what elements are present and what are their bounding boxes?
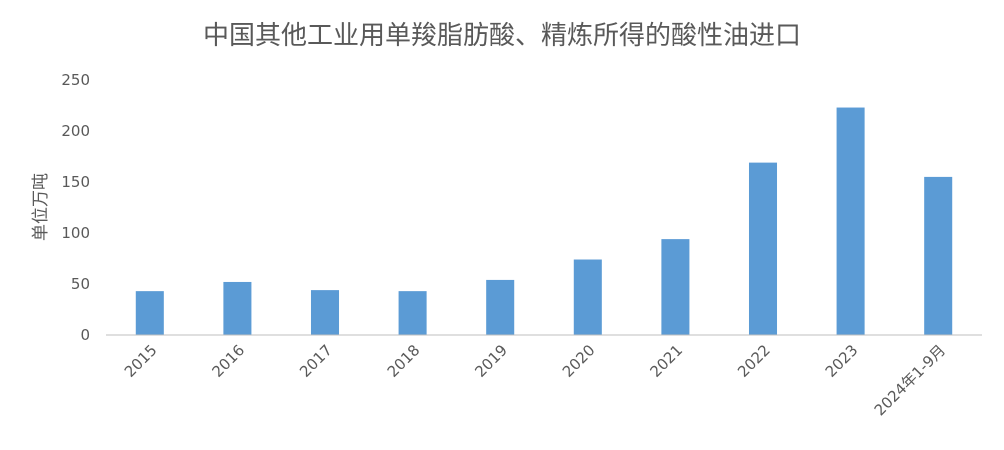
bar-2018 <box>398 291 427 335</box>
x-tick-label: 2023 <box>822 341 862 381</box>
bar-2022 <box>748 162 778 335</box>
y-tick-label: 150 <box>61 173 90 191</box>
bar-2015 <box>135 291 164 335</box>
x-tick-label: 2016 <box>208 341 248 381</box>
bar-2016 <box>223 281 252 335</box>
x-tick-label: 2024年1-9月 <box>871 341 949 419</box>
x-tick-label: 2021 <box>646 341 686 381</box>
x-tick-label: 2022 <box>734 341 774 381</box>
bar-2019 <box>486 279 515 335</box>
y-tick-label: 100 <box>61 224 90 242</box>
y-tick-label: 0 <box>80 326 90 344</box>
bar-2024年1-9月 <box>924 176 953 335</box>
chart-title: 中国其他工业用单羧脂肪酸、精炼所得的酸性油进口 <box>203 21 801 51</box>
bars-group <box>135 107 953 335</box>
y-tick-label: 250 <box>61 71 90 89</box>
bar-2017 <box>310 290 340 335</box>
x-tick-label: 2018 <box>384 341 424 381</box>
x-tick-label: 2020 <box>559 341 599 381</box>
bar-2020 <box>573 259 602 335</box>
y-tick-label: 200 <box>61 122 90 140</box>
y-tick-label: 50 <box>71 275 90 293</box>
x-tick-label: 2019 <box>471 341 511 381</box>
bar-2021 <box>661 239 690 335</box>
y-axis-label: 单位万吨 <box>31 173 51 241</box>
x-tick-label: 2017 <box>296 341 336 381</box>
bar-2023 <box>836 107 865 335</box>
y-axis-ticks: 0 50 100 150 200 250 <box>61 71 90 344</box>
x-tick-label: 2015 <box>121 341 161 381</box>
x-axis-ticks: 2015 2016 2017 2018 2019 2020 2021 2022 2023 2024… <box>121 341 949 419</box>
